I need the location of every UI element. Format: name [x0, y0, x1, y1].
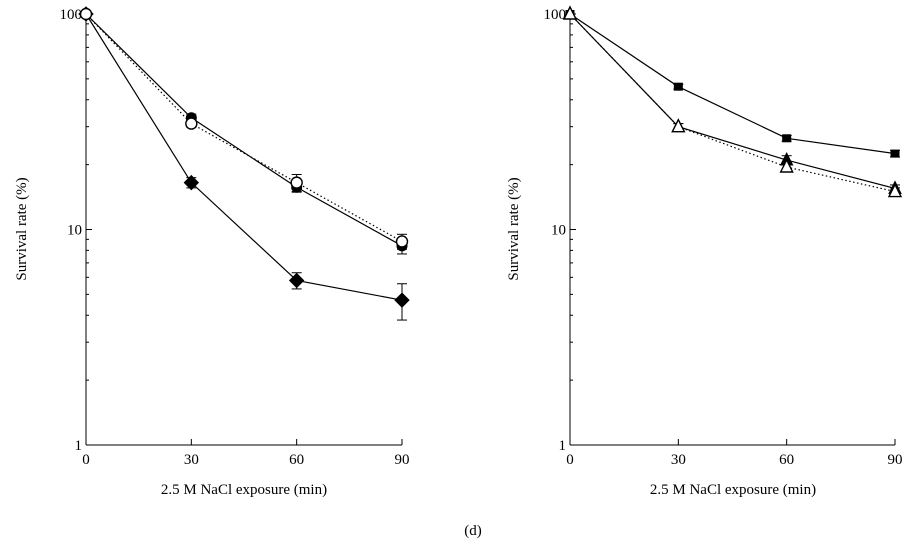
data-point: [394, 292, 410, 308]
series-right-3: [562, 5, 903, 198]
data-point: [185, 117, 198, 130]
data-point: [288, 272, 305, 289]
series-line: [85, 13, 403, 301]
y-tick-label: 100: [544, 7, 567, 23]
series-line: [85, 13, 403, 247]
series-line: [569, 13, 896, 190]
x-axis-title-right: 2.5 M NaCl exposure (min): [650, 482, 816, 498]
chart-left: Survival rate (%) 2.5 M NaCl exposure (m…: [14, 6, 410, 498]
x-tick-label: 90: [395, 452, 410, 468]
series-left-1: [78, 6, 410, 321]
series-line: [85, 13, 403, 242]
figure-caption: (d): [464, 523, 482, 539]
x-tick-label: 0: [566, 452, 574, 468]
y-tick-label: 1: [559, 438, 567, 454]
data-point: [779, 158, 794, 173]
x-tick-label: 90: [888, 452, 903, 468]
series-right-2: [563, 5, 902, 194]
data-point: [671, 118, 686, 133]
x-tick-label: 60: [779, 452, 794, 468]
data-point: [782, 134, 792, 143]
series-right-1: [565, 10, 900, 158]
data-point: [890, 149, 900, 158]
y-tick-label: 10: [551, 223, 566, 239]
x-tick-label: 0: [82, 452, 90, 468]
series-line: [569, 13, 896, 193]
data-point: [887, 182, 903, 198]
data-point: [183, 174, 200, 191]
x-tick-label: 60: [289, 452, 304, 468]
chart-right: Survival rate (%) 2.5 M NaCl exposure (m…: [506, 5, 903, 498]
data-point: [290, 176, 303, 189]
y-axis-title-right: Survival rate (%): [506, 177, 522, 280]
series-left-2: [80, 8, 408, 255]
x-axis-title-left: 2.5 M NaCl exposure (min): [161, 482, 327, 498]
data-point: [562, 5, 578, 20]
data-point: [673, 82, 683, 91]
data-point: [79, 7, 93, 21]
data-point: [395, 235, 409, 248]
series-line: [569, 13, 896, 155]
y-tick-label: 100: [60, 7, 83, 23]
y-tick-label: 10: [67, 223, 82, 239]
y-axis-title-left: Survival rate (%): [14, 177, 30, 280]
series-left-3: [79, 7, 409, 250]
x-tick-label: 30: [184, 452, 199, 468]
y-tick-label: 1: [75, 438, 83, 454]
x-tick-label: 30: [671, 452, 686, 468]
